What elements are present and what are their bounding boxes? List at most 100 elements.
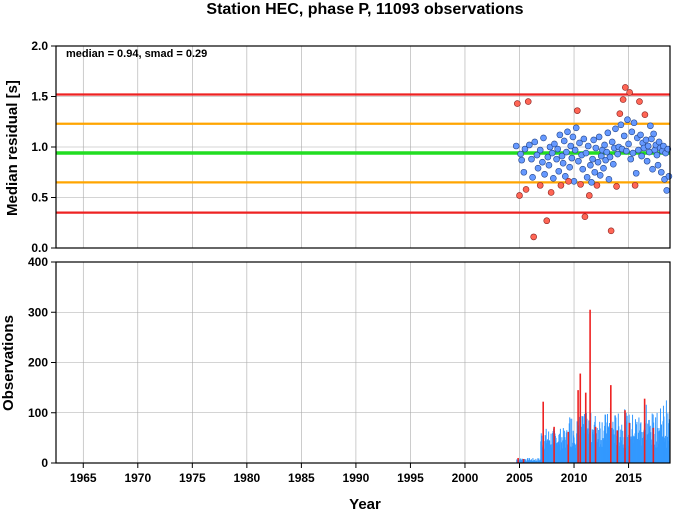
residual-point [550,175,557,182]
observation-bar-highlight [624,410,626,463]
observation-bar [651,413,653,463]
observation-bar [622,430,624,463]
residual-outlier-point [619,96,627,103]
y-tick-label: 0.5 [31,191,48,205]
observation-bar [656,412,658,463]
residual-point [649,165,656,173]
residual-point [559,159,567,167]
residual-point [580,135,588,143]
residual-point [553,155,560,163]
observation-bar [661,424,663,463]
residual-outlier-point [581,213,589,220]
residual-point [583,174,591,181]
observation-bar-highlight [517,457,519,463]
residual-y-ticks: 0.0 0.5 1.0 1.5 2.0 [31,39,56,255]
observation-bar-highlight [594,426,597,463]
residual-outlier-point [514,100,521,107]
residual-point [620,132,628,140]
residual-point [642,136,650,144]
residual-point [617,121,625,129]
residual-outlier-point [616,110,624,117]
residual-point [536,146,544,154]
observation-bar [569,418,571,463]
residual-panel: 0.0 0.5 1.0 1.5 2.0 median = 0.94, smad = 0.… [4,39,673,255]
residual-outlier-point [577,181,584,188]
residual-outlier-point [530,233,537,241]
observation-bar-highlight [610,385,612,463]
observation-bar [525,459,527,463]
x-tick-label: 1985 [288,471,315,485]
x-tick-label: 2015 [615,471,642,485]
residual-point [628,128,636,136]
residual-point [650,130,657,138]
residual-point [657,168,665,176]
residual-point [529,174,536,181]
residual-point [632,169,640,177]
x-tick-label: 1970 [124,471,151,485]
residual-point [567,142,575,150]
observation-bar-highlight [577,390,579,463]
observation-bar [660,408,662,463]
residual-point [587,161,594,169]
residual-point [624,116,631,124]
residual-point [665,172,673,180]
residual-point [534,164,542,172]
x-tick-label: 2010 [561,471,588,485]
observation-bar-highlight [522,458,525,463]
residual-outlier-point [613,183,620,190]
residual-point [558,152,566,160]
residual-outlier-point [641,111,649,118]
residual-point [568,154,576,162]
residual-point [541,170,548,178]
y-tick-label: 1.5 [31,90,48,104]
residual-y-axis-label: Median residual [s] [4,80,21,216]
residual-outlier-point [536,182,544,189]
residual-point [528,155,535,163]
residual-outlier-point [621,84,629,91]
residual-outlier-point [607,227,615,235]
residual-point [575,157,582,165]
residual-point [582,149,590,157]
observation-bar-highlight [584,392,587,463]
residual-point [645,148,653,156]
observation-bar [528,458,530,463]
residual-point [571,146,579,154]
residual-point [551,140,558,148]
observation-bar-highlight [567,431,570,463]
residual-point [531,138,539,146]
residual-grid [56,45,670,249]
residual-point [601,141,608,149]
observation-bar [559,428,561,463]
y-tick-label: 100 [28,406,48,420]
residual-point [614,150,621,158]
observation-bar [665,400,667,463]
residual-point [653,151,661,159]
observation-bar [655,417,657,463]
residual-point [589,155,596,163]
residual-outlier-point [574,107,581,114]
year-x-axis-label: Year [349,496,381,511]
residual-point [562,172,569,180]
residual-outlier-point [636,98,643,105]
residual-outlier-point [631,182,639,189]
y-tick-label: 300 [28,305,48,319]
residual-point [518,156,525,164]
observation-bar-highlight [553,426,555,463]
residual-point [637,131,644,139]
residual-point [647,122,654,130]
observation-bar [621,424,623,463]
residual-point [545,161,553,169]
residual-point [664,145,672,153]
residual-point [643,157,651,165]
residual-point [560,137,568,145]
observation-bar-highlight [628,422,631,463]
residual-point [623,147,630,155]
y-tick-label: 0.0 [31,241,48,255]
residual-point [654,161,662,169]
y-tick-label: 1.0 [31,140,48,154]
observation-bar-highlight [643,398,646,463]
x-tick-label: 1975 [179,471,206,485]
median-smad-annotation: median = 0.94, smad = 0.29 [66,48,207,60]
x-tick-label: 1990 [343,471,370,485]
residual-point [556,131,564,139]
